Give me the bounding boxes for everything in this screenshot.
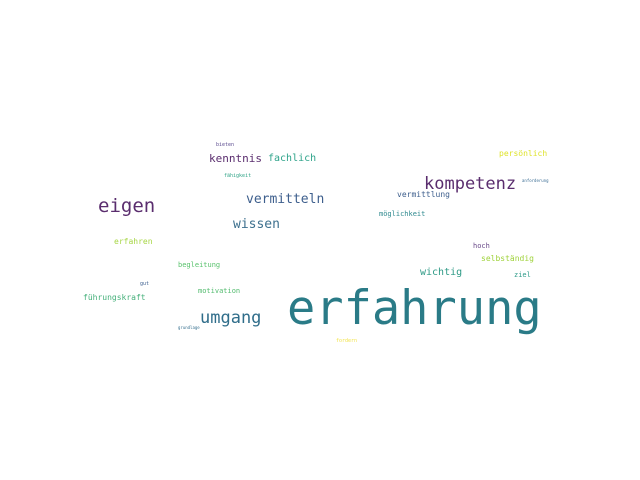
word-motivation: motivation	[198, 287, 241, 295]
word-grundlage: grundlage	[178, 325, 200, 330]
word-kenntnis: kenntnis	[209, 152, 262, 165]
word-begleitung: begleitung	[178, 261, 221, 269]
word-kompetenz: kompetenz	[424, 174, 517, 194]
word-persoenlich: persönlich	[499, 149, 548, 158]
word-fuehrungskraft: führungskraft	[83, 293, 146, 302]
word-hoch: hoch	[473, 242, 490, 250]
word-erfahren: erfahren	[114, 237, 153, 246]
word-moeglichkeit: möglichkeit	[379, 210, 426, 218]
word-erfahrung: erfahrung	[287, 281, 542, 336]
word-faehigkeit: fähigkeit	[224, 173, 252, 179]
word-vermitteln: vermitteln	[246, 192, 325, 207]
word-bieten: bieten	[216, 142, 235, 148]
word-fachlich: fachlich	[268, 153, 317, 164]
word-umgang: umgang	[200, 308, 262, 328]
word-selbstaendig: selbständig	[481, 254, 534, 263]
word-wichtig: wichtig	[420, 267, 463, 278]
word-vermittlung: vermittlung	[397, 190, 450, 199]
word-ziel: ziel	[514, 271, 531, 279]
word-anforderung: anforderung	[522, 178, 549, 183]
word-wissen: wissen	[233, 217, 280, 232]
word-fordern: fordern	[336, 338, 358, 344]
word-gut: gut	[140, 281, 150, 287]
word-eigen: eigen	[98, 195, 156, 217]
